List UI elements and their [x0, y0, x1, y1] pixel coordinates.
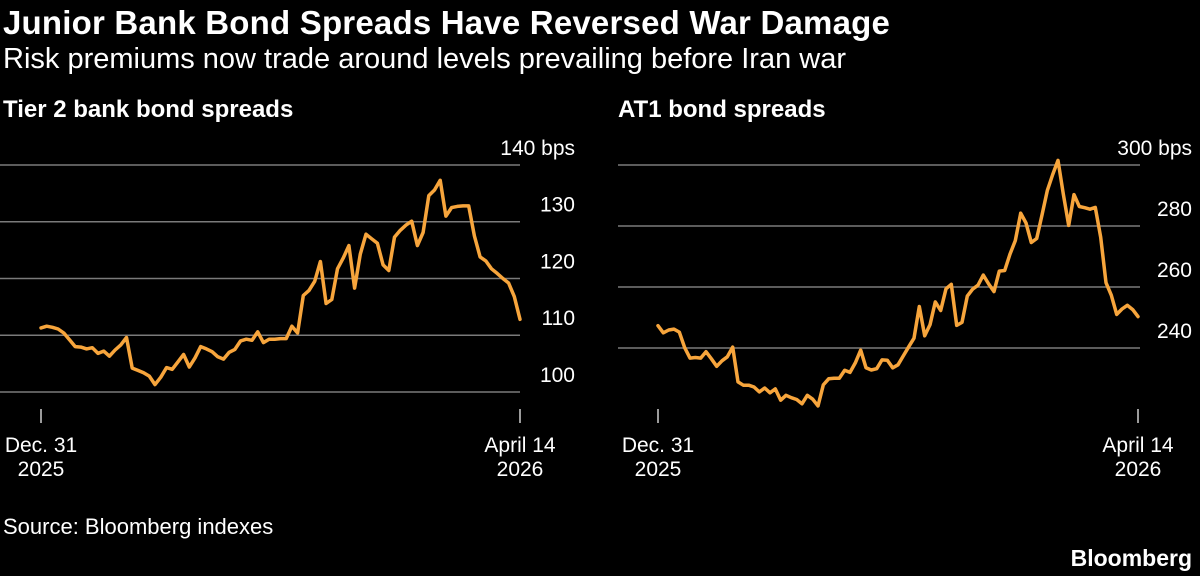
at1-series-line: [656, 158, 1140, 408]
chart-title: Junior Bank Bond Spreads Have Reversed W…: [3, 4, 891, 41]
at1-y-tick-label: 240: [1157, 320, 1192, 343]
tier2-y-tick-label: 110: [542, 307, 575, 330]
at1-x-label-start: Dec. 31: [622, 434, 694, 457]
tier2-x-year-end: 2026: [497, 458, 544, 481]
at1-y-tick-label: 300 bps: [1117, 137, 1192, 160]
left-panel-title: Tier 2 bank bond spreads: [3, 96, 294, 123]
at1-x-year-end: 2026: [1115, 458, 1162, 481]
source-note: Source: Bloomberg indexes: [3, 514, 274, 539]
tier2-x-label-start: Dec. 31: [5, 434, 77, 457]
tier2-y-tick-label: 130: [540, 194, 575, 217]
tier2-x-year-start: 2025: [18, 458, 65, 481]
at1-x-label-end: April 14: [1102, 434, 1174, 457]
bloomberg-logo: Bloomberg: [1070, 545, 1192, 571]
tier2-y-tick-label: 120: [540, 250, 575, 273]
tier2-series-line: [39, 178, 522, 387]
tier2-x-label-end: April 14: [484, 434, 556, 457]
right-panel-title: AT1 bond spreads: [618, 96, 826, 123]
at1-y-tick-label: 280: [1157, 198, 1192, 221]
tier2-y-tick-label: 100: [540, 364, 575, 387]
chart-subtitle: Risk premiums now trade around levels pr…: [3, 43, 846, 75]
tier2-y-tick-label: 140 bps: [500, 137, 575, 160]
at1-x-year-start: 2025: [635, 458, 682, 481]
at1-y-tick-label: 260: [1157, 259, 1192, 282]
